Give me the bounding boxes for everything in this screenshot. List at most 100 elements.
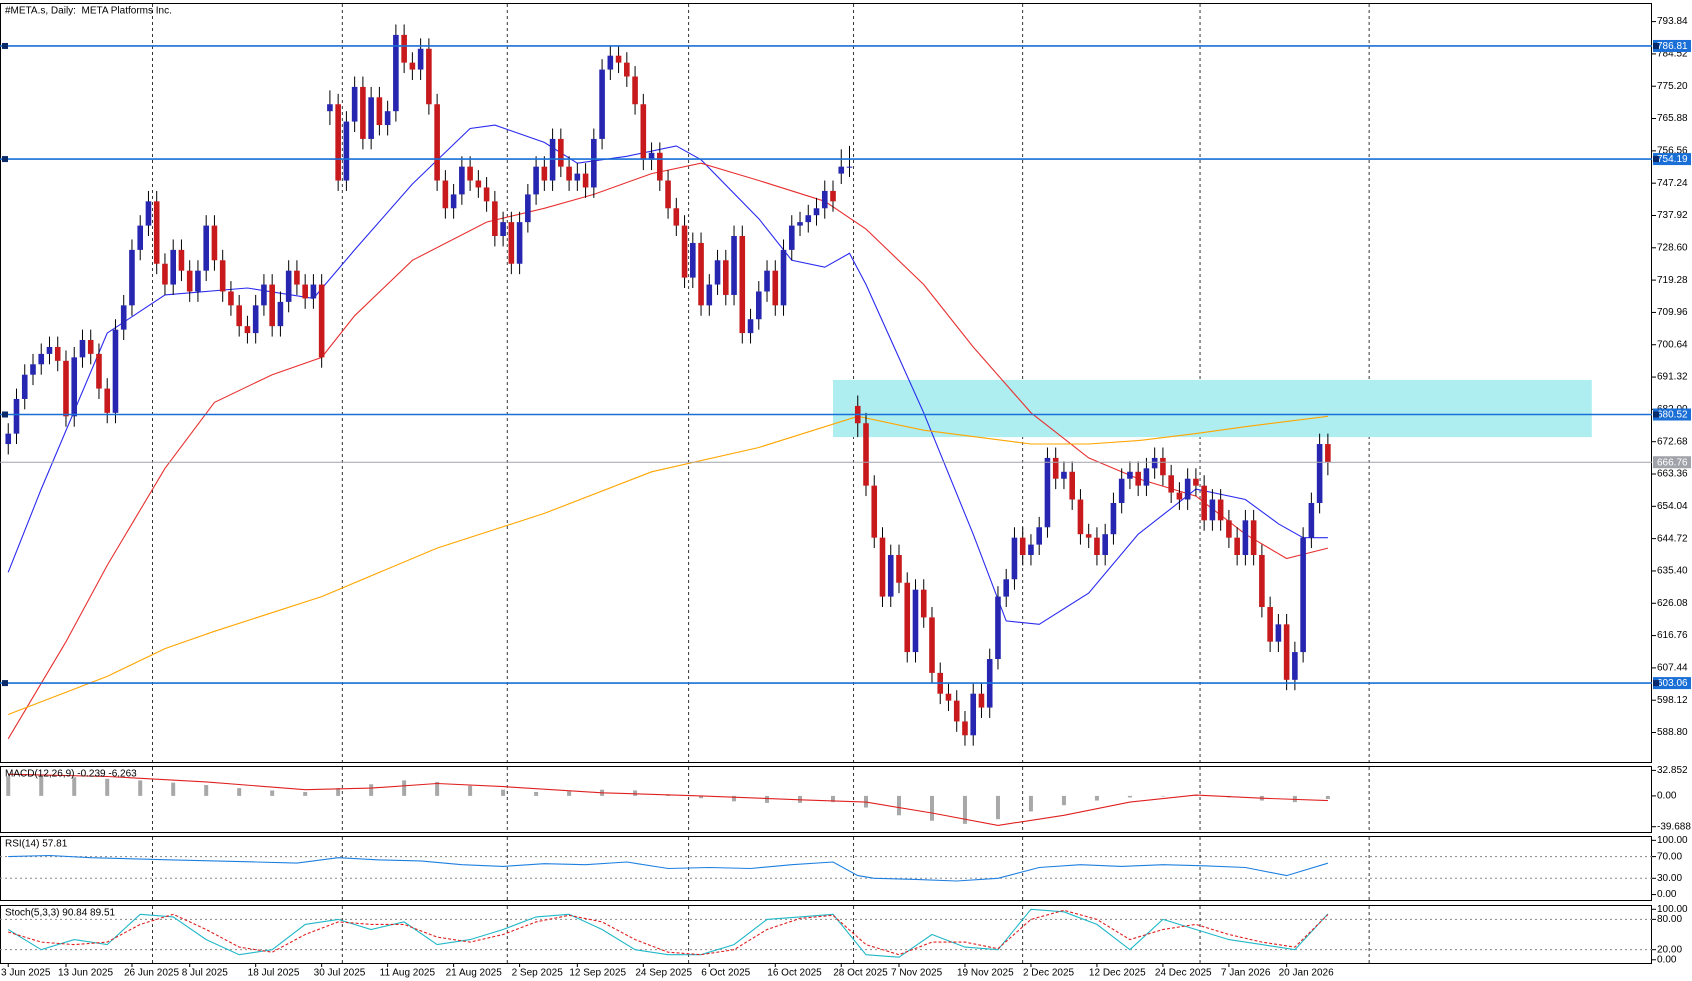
candle-body	[318, 284, 325, 358]
candle-body	[673, 208, 680, 226]
y-tick-label: 728.60	[1657, 242, 1688, 253]
macd-bar	[732, 795, 737, 802]
candle-body	[384, 111, 391, 126]
candle-body	[1028, 544, 1034, 555]
candle-body	[203, 225, 209, 271]
panel-frame	[0, 766, 1652, 833]
y-tick-label: 80.00	[1657, 914, 1682, 925]
candle-body	[30, 364, 36, 375]
candle-body	[508, 222, 515, 264]
candle-body	[327, 104, 333, 112]
candle-body	[1085, 534, 1092, 538]
candle-body	[285, 270, 292, 302]
candle-body	[1292, 652, 1298, 680]
candle-body	[780, 249, 787, 306]
candle-body	[351, 86, 358, 122]
macd-bar	[138, 780, 143, 796]
candle-body	[912, 589, 919, 653]
y-tick-label: 719.28	[1657, 275, 1688, 286]
candle-body	[846, 166, 853, 168]
candle-body	[582, 173, 589, 188]
candle-body	[1300, 537, 1306, 653]
candle-body	[96, 353, 102, 389]
candle-body	[129, 249, 135, 306]
candle-body	[38, 353, 45, 365]
panel-title: #META.s, Daily: META Platforms Inc.	[5, 6, 172, 17]
candle-body	[681, 225, 688, 278]
y-tick-label: -39.688	[1657, 821, 1691, 832]
candle-body	[1217, 499, 1224, 521]
candle-body	[1118, 478, 1125, 503]
indicator-line	[8, 909, 1329, 956]
candle-body	[995, 596, 1001, 660]
candle-body	[690, 242, 696, 278]
macd-bar	[39, 776, 44, 796]
x-tick-label: 3 Jun 2025	[1, 968, 51, 979]
candle-body	[219, 260, 226, 292]
candle-body	[1250, 520, 1257, 555]
candle-body	[236, 305, 242, 327]
candle-body	[1011, 537, 1018, 580]
candle-body	[945, 693, 952, 701]
candle-body	[1184, 478, 1191, 500]
candle-body	[261, 284, 267, 306]
candle-body	[211, 225, 218, 261]
candle-body	[657, 152, 663, 181]
macd-bar	[105, 778, 110, 796]
macd-bar	[435, 781, 440, 796]
y-tick-label: 765.88	[1657, 113, 1688, 124]
y-tick-label: 0.00	[1657, 954, 1677, 965]
x-tick-label: 2 Sep 2025	[512, 968, 564, 979]
y-tick-label: 775.20	[1657, 81, 1688, 92]
candle-body	[1275, 624, 1282, 642]
y-tick-label: 20.00	[1657, 944, 1682, 955]
candle-body	[739, 236, 746, 334]
indicator-line	[7, 908, 1329, 958]
x-tick-label: 19 Nov 2025	[957, 968, 1014, 979]
y-tick-label: 70.00	[1657, 851, 1682, 862]
y-tick-label: 793.84	[1657, 16, 1688, 27]
y-tick-label: 626.08	[1657, 598, 1688, 609]
x-tick-label: 18 Jul 2025	[248, 968, 300, 979]
macd-bar	[1160, 795, 1165, 797]
candle-body	[970, 693, 977, 736]
candle-body	[467, 166, 473, 181]
candle-body	[409, 62, 416, 70]
candle-body	[1267, 607, 1273, 642]
candle-body	[887, 555, 894, 597]
candle-body	[624, 62, 630, 77]
candle-body	[170, 249, 177, 285]
x-tick-label: 24 Dec 2025	[1155, 968, 1212, 979]
x-tick-label: 21 Aug 2025	[446, 968, 503, 979]
x-tick-label: 28 Oct 2025	[833, 968, 888, 979]
x-tick-label: 7 Jan 2026	[1221, 968, 1271, 979]
candle-body	[252, 305, 259, 334]
zone	[833, 379, 1592, 438]
candle-body	[566, 166, 572, 181]
y-tick-label: 0.00	[1657, 791, 1677, 802]
candle-body	[335, 104, 341, 181]
macd-bar	[204, 785, 209, 796]
candle-body	[1003, 579, 1010, 597]
candle-body	[1325, 444, 1331, 463]
level-line-label-bg	[1653, 153, 1691, 166]
panel-title: Stoch(5,3,3) 90.84 89.51	[5, 908, 116, 919]
macd-bar	[369, 784, 374, 796]
macd-bar	[962, 795, 967, 824]
candle-body	[706, 284, 713, 306]
candle-body	[1036, 527, 1043, 545]
candle-body	[764, 270, 770, 292]
x-tick-label: 12 Sep 2025	[569, 968, 626, 979]
y-tick-label: 654.04	[1657, 501, 1688, 512]
x-tick-label: 13 Jun 2025	[58, 968, 113, 979]
x-tick-label: 11 Aug 2025	[380, 968, 436, 979]
candle-body	[21, 374, 28, 399]
level-anchor	[2, 680, 8, 687]
level-line-label: 680.52	[1657, 410, 1688, 421]
macd-bar	[534, 792, 539, 796]
y-tick-label: 644.72	[1657, 533, 1688, 544]
level-anchor	[1653, 156, 1659, 163]
candle-body	[442, 180, 449, 209]
x-tick-label: 16 Oct 2025	[767, 968, 822, 979]
